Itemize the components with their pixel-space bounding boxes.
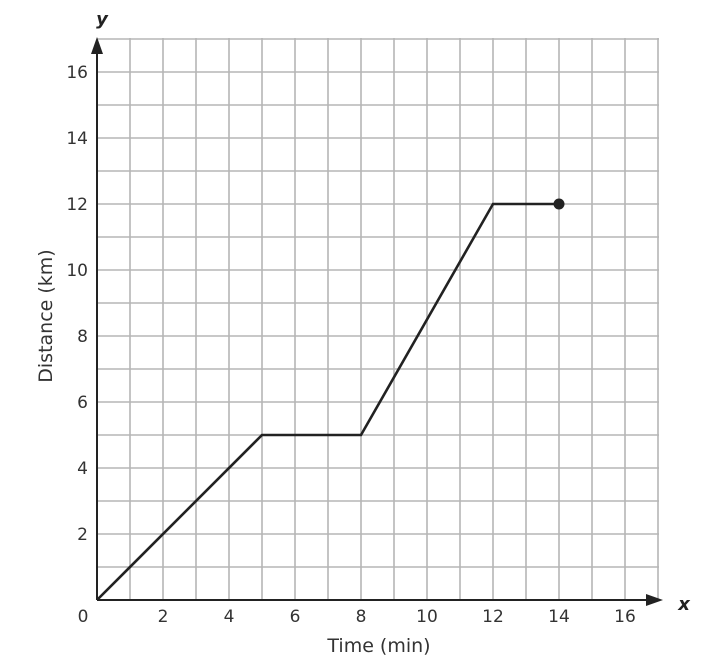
- y-tick-label: 2: [77, 525, 88, 545]
- end-point-marker: [553, 198, 565, 210]
- x-tick-label: 4: [224, 607, 235, 627]
- y-tick-label: 12: [66, 195, 88, 215]
- x-axis-title: Time (min): [326, 635, 430, 657]
- distance-line: [96, 202, 559, 601]
- y-axis-arrowhead: [91, 37, 103, 54]
- x-tick-label: 16: [614, 607, 636, 627]
- tick-labels: 2 4 6 8 10 12 14 16 2 4 6 8 10 12 14 16: [66, 63, 635, 627]
- y-tick-label: 16: [66, 63, 88, 83]
- y-tick-label: 14: [66, 129, 88, 149]
- y-tick-label: 6: [77, 393, 88, 413]
- y-axis-letter: y: [96, 9, 109, 30]
- axes: [91, 37, 663, 606]
- x-tick-label: 6: [290, 607, 301, 627]
- y-axis-title: Distance (km): [35, 249, 57, 382]
- series: [96, 198, 565, 601]
- x-tick-label: 14: [548, 607, 570, 627]
- x-tick-label: 12: [482, 607, 504, 627]
- origin-label: 0: [78, 607, 89, 627]
- y-tick-label: 8: [77, 327, 88, 347]
- x-tick-label: 8: [356, 607, 367, 627]
- x-axis-letter: x: [677, 594, 691, 615]
- y-tick-label: 10: [66, 261, 88, 281]
- x-tick-label: 2: [158, 607, 169, 627]
- y-tick-label: 4: [77, 459, 88, 479]
- x-axis-arrowhead: [646, 594, 663, 606]
- grid: [97, 38, 659, 600]
- x-tick-label: 10: [416, 607, 438, 627]
